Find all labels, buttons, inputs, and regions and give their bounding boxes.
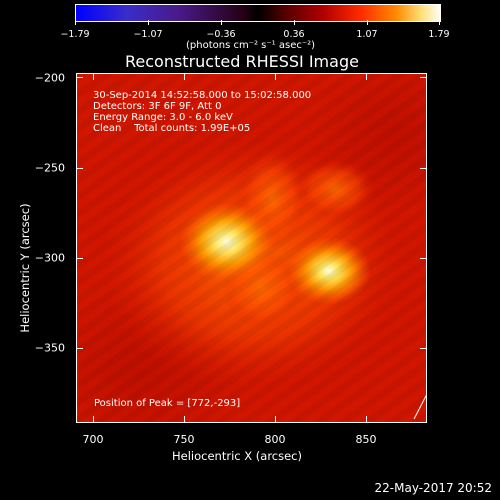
colorbar-tickmark — [294, 20, 295, 25]
y-major-tick — [76, 77, 83, 78]
x-major-tick — [93, 73, 94, 80]
y-major-tick — [420, 348, 427, 349]
colorbar-tickmark — [148, 20, 149, 25]
x-major-tick — [366, 416, 367, 423]
render-timestamp: 22-May-2017 20:52 — [374, 481, 492, 495]
clean-total-counts: Clean Total counts: 1.99E+05 — [93, 123, 251, 134]
y-tick-label: −300 — [34, 251, 65, 265]
y-tick-label: −250 — [34, 161, 65, 175]
y-major-tick — [76, 168, 83, 169]
colorbar — [75, 4, 441, 22]
y-axis-label: Heliocentric Y (arcsec) — [17, 203, 32, 333]
energy-range: Energy Range: 3.0 - 6.0 keV — [93, 112, 233, 123]
x-tick-label: 700 — [82, 433, 104, 446]
y-tick-label: −200 — [34, 71, 65, 85]
obs-time-range: 30-Sep-2014 14:52:58.000 to 15:02:58.000 — [93, 90, 312, 101]
y-major-tick — [420, 168, 427, 169]
x-major-tick — [275, 416, 276, 423]
x-major-tick — [366, 73, 367, 80]
x-major-tick — [93, 416, 94, 423]
y-major-tick — [420, 77, 427, 78]
rhessi-image: 30-Sep-2014 14:52:58.000 to 15:02:58.000… — [76, 73, 427, 423]
colorbar-tickmark — [221, 20, 222, 25]
y-tick-label: −350 — [34, 341, 65, 355]
x-axis-label: Heliocentric X (arcsec) — [172, 449, 302, 463]
colorbar-tick-label: −0.36 — [206, 29, 236, 40]
image-title: Reconstructed RHESSI Image — [125, 52, 359, 71]
colorbar-tick-label: 1.79 — [428, 29, 450, 40]
x-tick-label: 800 — [264, 433, 286, 446]
y-major-tick — [76, 258, 83, 259]
colorbar-tickmark — [367, 20, 368, 25]
colorbar-units: (photons cm⁻² s⁻¹ asec⁻²) — [186, 40, 316, 51]
colorbar-tick-label: −1.79 — [60, 29, 90, 40]
x-tick-label: 850 — [355, 433, 377, 446]
x-major-tick — [275, 73, 276, 80]
peak-position: Position of Peak = [772,-293] — [94, 398, 241, 409]
colorbar-tickmark — [439, 20, 440, 25]
x-major-tick — [184, 416, 185, 423]
x-major-tick — [184, 73, 185, 80]
detectors-info: Detectors: 3F 6F 9F, Att 0 — [93, 101, 222, 112]
y-major-tick — [76, 348, 83, 349]
colorbar-tick-label: 0.36 — [283, 29, 305, 40]
y-major-tick — [420, 258, 427, 259]
colorbar-tick-label: 1.07 — [356, 29, 378, 40]
rhessi-image-map — [77, 74, 426, 422]
colorbar-tickmark — [75, 20, 76, 25]
x-tick-label: 750 — [173, 433, 195, 446]
colorbar-tick-label: −1.07 — [133, 29, 163, 40]
